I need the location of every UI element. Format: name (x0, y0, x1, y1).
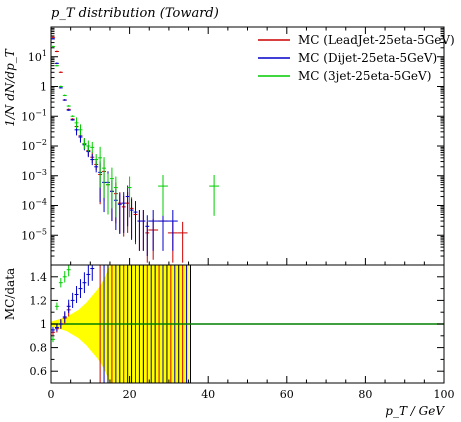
main-y-tick-label: 10−4 (21, 198, 47, 213)
legend: MC (LeadJet-25eta-5GeV) MC (Dijet-25eta-… (258, 33, 455, 83)
main-y-tick-label: 1 (40, 81, 47, 94)
ratio-y-tick-label: 1.2 (30, 294, 48, 307)
ratio-y-tick-label: 1.4 (30, 271, 48, 284)
legend-label-3jet: MC (3jet-25eta-5GeV) (298, 69, 431, 83)
x-tick-label: 40 (201, 388, 215, 401)
ratio-y-tick-label: 1 (40, 318, 47, 331)
chart-title: p_T distribution (Toward) (51, 6, 219, 21)
main-y-axis-label: 1/N dN/dp_T (3, 48, 17, 127)
main-y-tick-label: 10−1 (21, 108, 47, 123)
x-tick-label: 100 (434, 388, 455, 401)
main-y-tick-label: 10−2 (21, 138, 47, 153)
main-y-tick-label: 10−3 (21, 168, 47, 183)
legend-label-leadjet: MC (LeadJet-25eta-5GeV) (298, 33, 455, 47)
x-tick-label: 0 (48, 388, 55, 401)
ratio-plot-area: 0.6 0.8 1 1.2 1.4 0 20 40 60 80 100 (30, 264, 455, 401)
main-plot-area: 10−5 10−4 10−3 10−2 10−1 1 101 (21, 26, 445, 266)
x-axis-label: p_T / GeV (385, 404, 445, 418)
ratio-y-tick-label: 0.6 (30, 365, 48, 378)
x-tick-label: 20 (123, 388, 137, 401)
main-y-tick-label: 101 (28, 49, 47, 64)
legend-label-dijet: MC (Dijet-25eta-5GeV) (298, 51, 437, 65)
x-tick-label: 60 (280, 388, 294, 401)
ratio-y-tick-label: 0.8 (30, 342, 48, 355)
main-y-tick-label: 10−5 (21, 227, 47, 242)
ratio-y-axis-label: MC/data (3, 268, 17, 320)
x-tick-label: 80 (358, 388, 372, 401)
